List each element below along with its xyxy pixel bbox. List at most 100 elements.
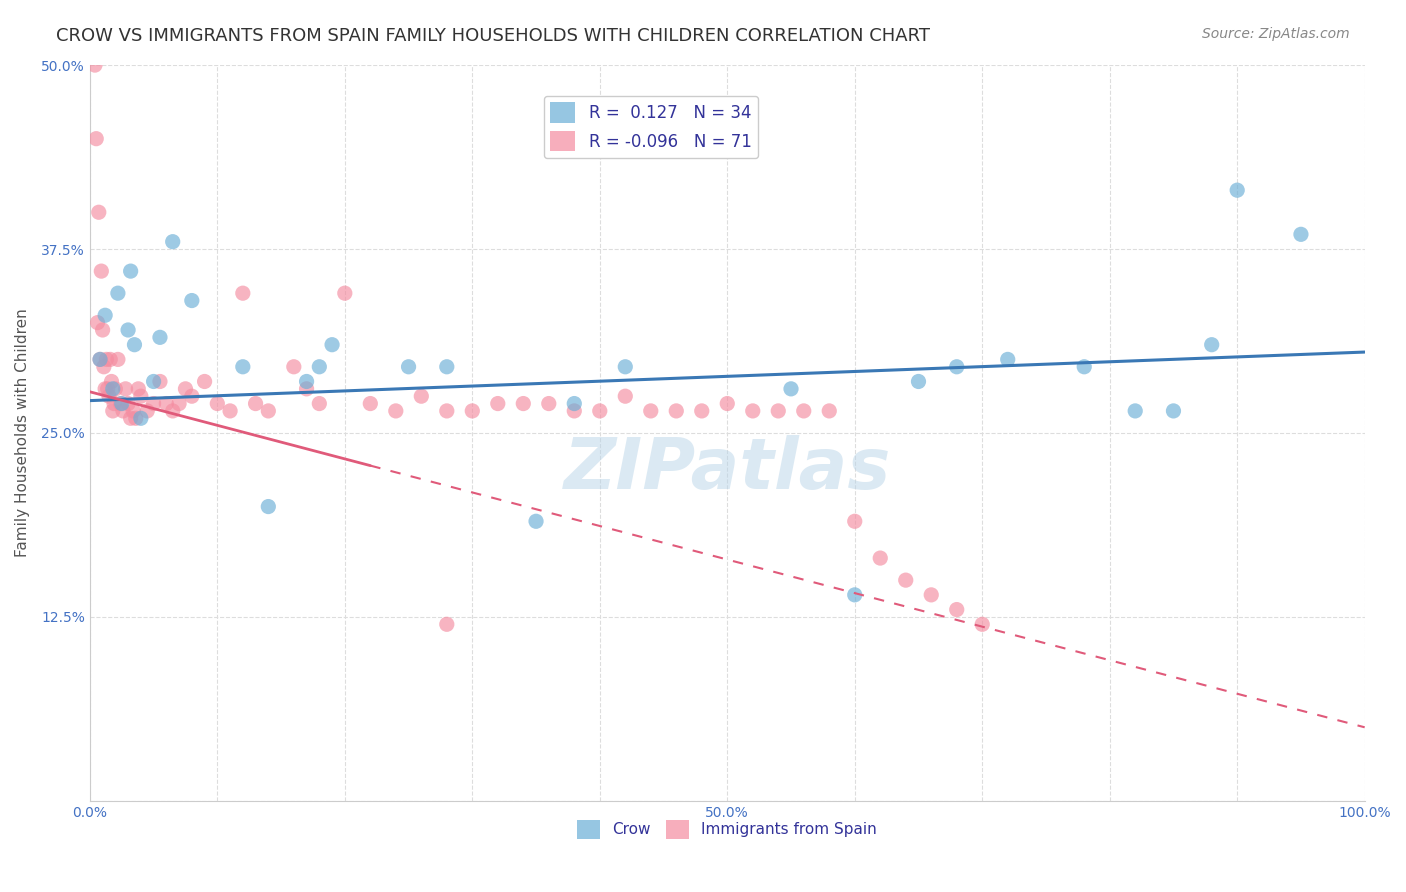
Point: [385, 404, 408, 418]
Point: [333, 286, 356, 301]
Point: [111, 396, 134, 410]
Point: [512, 396, 534, 410]
Point: [741, 404, 763, 418]
Point: [98, 352, 121, 367]
Point: [614, 389, 637, 403]
Point: [122, 404, 145, 418]
Point: [124, 337, 146, 351]
Point: [101, 404, 124, 418]
Point: [120, 411, 142, 425]
Point: [97, 382, 120, 396]
Point: [103, 396, 125, 410]
Point: [1073, 359, 1095, 374]
Point: [162, 404, 184, 418]
Point: [997, 352, 1019, 367]
Text: ZIPatlas: ZIPatlas: [564, 435, 891, 504]
Point: [283, 359, 305, 374]
Point: [107, 352, 129, 367]
Point: [93, 359, 115, 374]
Point: [844, 514, 866, 528]
Point: [111, 404, 134, 418]
Point: [194, 375, 217, 389]
Point: [94, 308, 117, 322]
Point: [110, 396, 132, 410]
Point: [162, 235, 184, 249]
Point: [780, 382, 803, 396]
Point: [640, 404, 662, 418]
Point: [104, 382, 127, 396]
Point: [136, 404, 159, 418]
Point: [920, 588, 942, 602]
Point: [308, 359, 330, 374]
Point: [295, 375, 318, 389]
Point: [614, 359, 637, 374]
Point: [149, 375, 172, 389]
Point: [1123, 404, 1146, 418]
Point: [98, 389, 121, 403]
Point: [321, 337, 343, 351]
Point: [94, 382, 117, 396]
Point: [945, 359, 967, 374]
Point: [125, 411, 148, 425]
Point: [219, 404, 242, 418]
Point: [129, 411, 152, 425]
Point: [101, 382, 124, 396]
Point: [690, 404, 713, 418]
Point: [257, 500, 280, 514]
Point: [398, 359, 420, 374]
Point: [149, 330, 172, 344]
Point: [84, 58, 107, 72]
Point: [127, 382, 149, 396]
Point: [308, 396, 330, 410]
Point: [537, 396, 560, 410]
Point: [907, 375, 929, 389]
Point: [562, 404, 585, 418]
Point: [90, 264, 112, 278]
Point: [359, 396, 381, 410]
Point: [869, 551, 891, 566]
Point: [436, 359, 458, 374]
Point: [844, 588, 866, 602]
Point: [207, 396, 229, 410]
Point: [945, 602, 967, 616]
Point: [117, 323, 139, 337]
Point: [972, 617, 994, 632]
Point: [120, 264, 142, 278]
Legend: Crow, Immigrants from Spain: Crow, Immigrants from Spain: [571, 814, 883, 845]
Point: [461, 404, 484, 418]
Point: [232, 286, 254, 301]
Point: [142, 375, 165, 389]
Point: [117, 396, 139, 410]
Point: [1289, 227, 1312, 242]
Point: [232, 359, 254, 374]
Point: [180, 389, 202, 403]
Point: [1226, 183, 1249, 197]
Point: [589, 404, 612, 418]
Point: [142, 396, 165, 410]
Point: [411, 389, 433, 403]
Point: [295, 382, 318, 396]
Point: [486, 396, 509, 410]
Point: [180, 293, 202, 308]
Point: [86, 316, 108, 330]
Point: [793, 404, 815, 418]
Point: [129, 389, 152, 403]
Point: [436, 617, 458, 632]
Point: [96, 352, 118, 367]
Point: [768, 404, 790, 418]
Point: [100, 375, 122, 389]
Point: [1163, 404, 1185, 418]
Point: [84, 131, 107, 145]
Point: [114, 382, 136, 396]
Point: [665, 404, 688, 418]
Point: [91, 323, 114, 337]
Point: [245, 396, 267, 410]
Point: [436, 404, 458, 418]
Y-axis label: Family Households with Children: Family Households with Children: [15, 309, 30, 558]
Point: [167, 396, 190, 410]
Point: [89, 352, 111, 367]
Point: [107, 286, 129, 301]
Point: [1201, 337, 1223, 351]
Point: [87, 205, 110, 219]
Text: CROW VS IMMIGRANTS FROM SPAIN FAMILY HOUSEHOLDS WITH CHILDREN CORRELATION CHART: CROW VS IMMIGRANTS FROM SPAIN FAMILY HOU…: [56, 27, 931, 45]
